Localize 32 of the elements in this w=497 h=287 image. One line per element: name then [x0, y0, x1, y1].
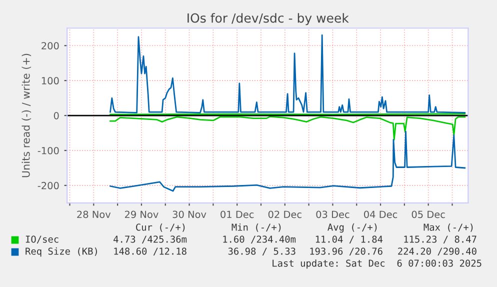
text: 1.60 /234.40m [223, 236, 296, 244]
x-tick-label: 04 Dec [364, 210, 398, 218]
y-axis-title: Units read (-) / write (+) [22, 54, 32, 178]
y-tick-label: -100 [38, 146, 59, 154]
text: 148.60 /12.18 [114, 248, 186, 256]
legend-label: Req Size (KB) [26, 247, 97, 257]
text: 115.23 / 8.47 [404, 236, 476, 244]
chart-title: IOs for /dev/sdc - by week [188, 13, 349, 26]
x-tick-label: 30 Nov [172, 210, 206, 218]
x-tick-label: 03 Dec [316, 210, 350, 218]
x-tick-label: 05 Dec [412, 210, 445, 218]
legend-label: IO/sec [26, 236, 58, 244]
y-tick-label: 100 [42, 77, 59, 84]
y-tick-label: 200 [42, 42, 59, 50]
text: 11.04 / 1.84 [316, 236, 383, 244]
x-tick-label: 01 Dec [220, 210, 254, 218]
y-tick-label: -200 [38, 182, 59, 190]
y-tick-label: 0 [54, 112, 59, 120]
line-series [110, 116, 466, 140]
text: 4.73 /425.36m [114, 236, 187, 244]
text: Avg (-/+) [328, 223, 377, 233]
x-tick-label: 29 Nov [124, 210, 158, 218]
text: 224.20 /290.40 [398, 248, 476, 256]
line-series [110, 130, 466, 192]
text: Max (-/+) [424, 223, 473, 232]
text: 36.98 / 5.33 [228, 248, 296, 256]
text: Last update: Sat Dec 6 07:00:03 2025 [272, 259, 482, 269]
x-tick-label: 28 Nov [77, 210, 111, 218]
x-tick-label: 02 Dec [268, 210, 302, 218]
text: Min (-/+) [232, 223, 281, 232]
text: Cur (-/+) [136, 223, 185, 232]
text: 193.96 /20.76 [310, 248, 382, 256]
